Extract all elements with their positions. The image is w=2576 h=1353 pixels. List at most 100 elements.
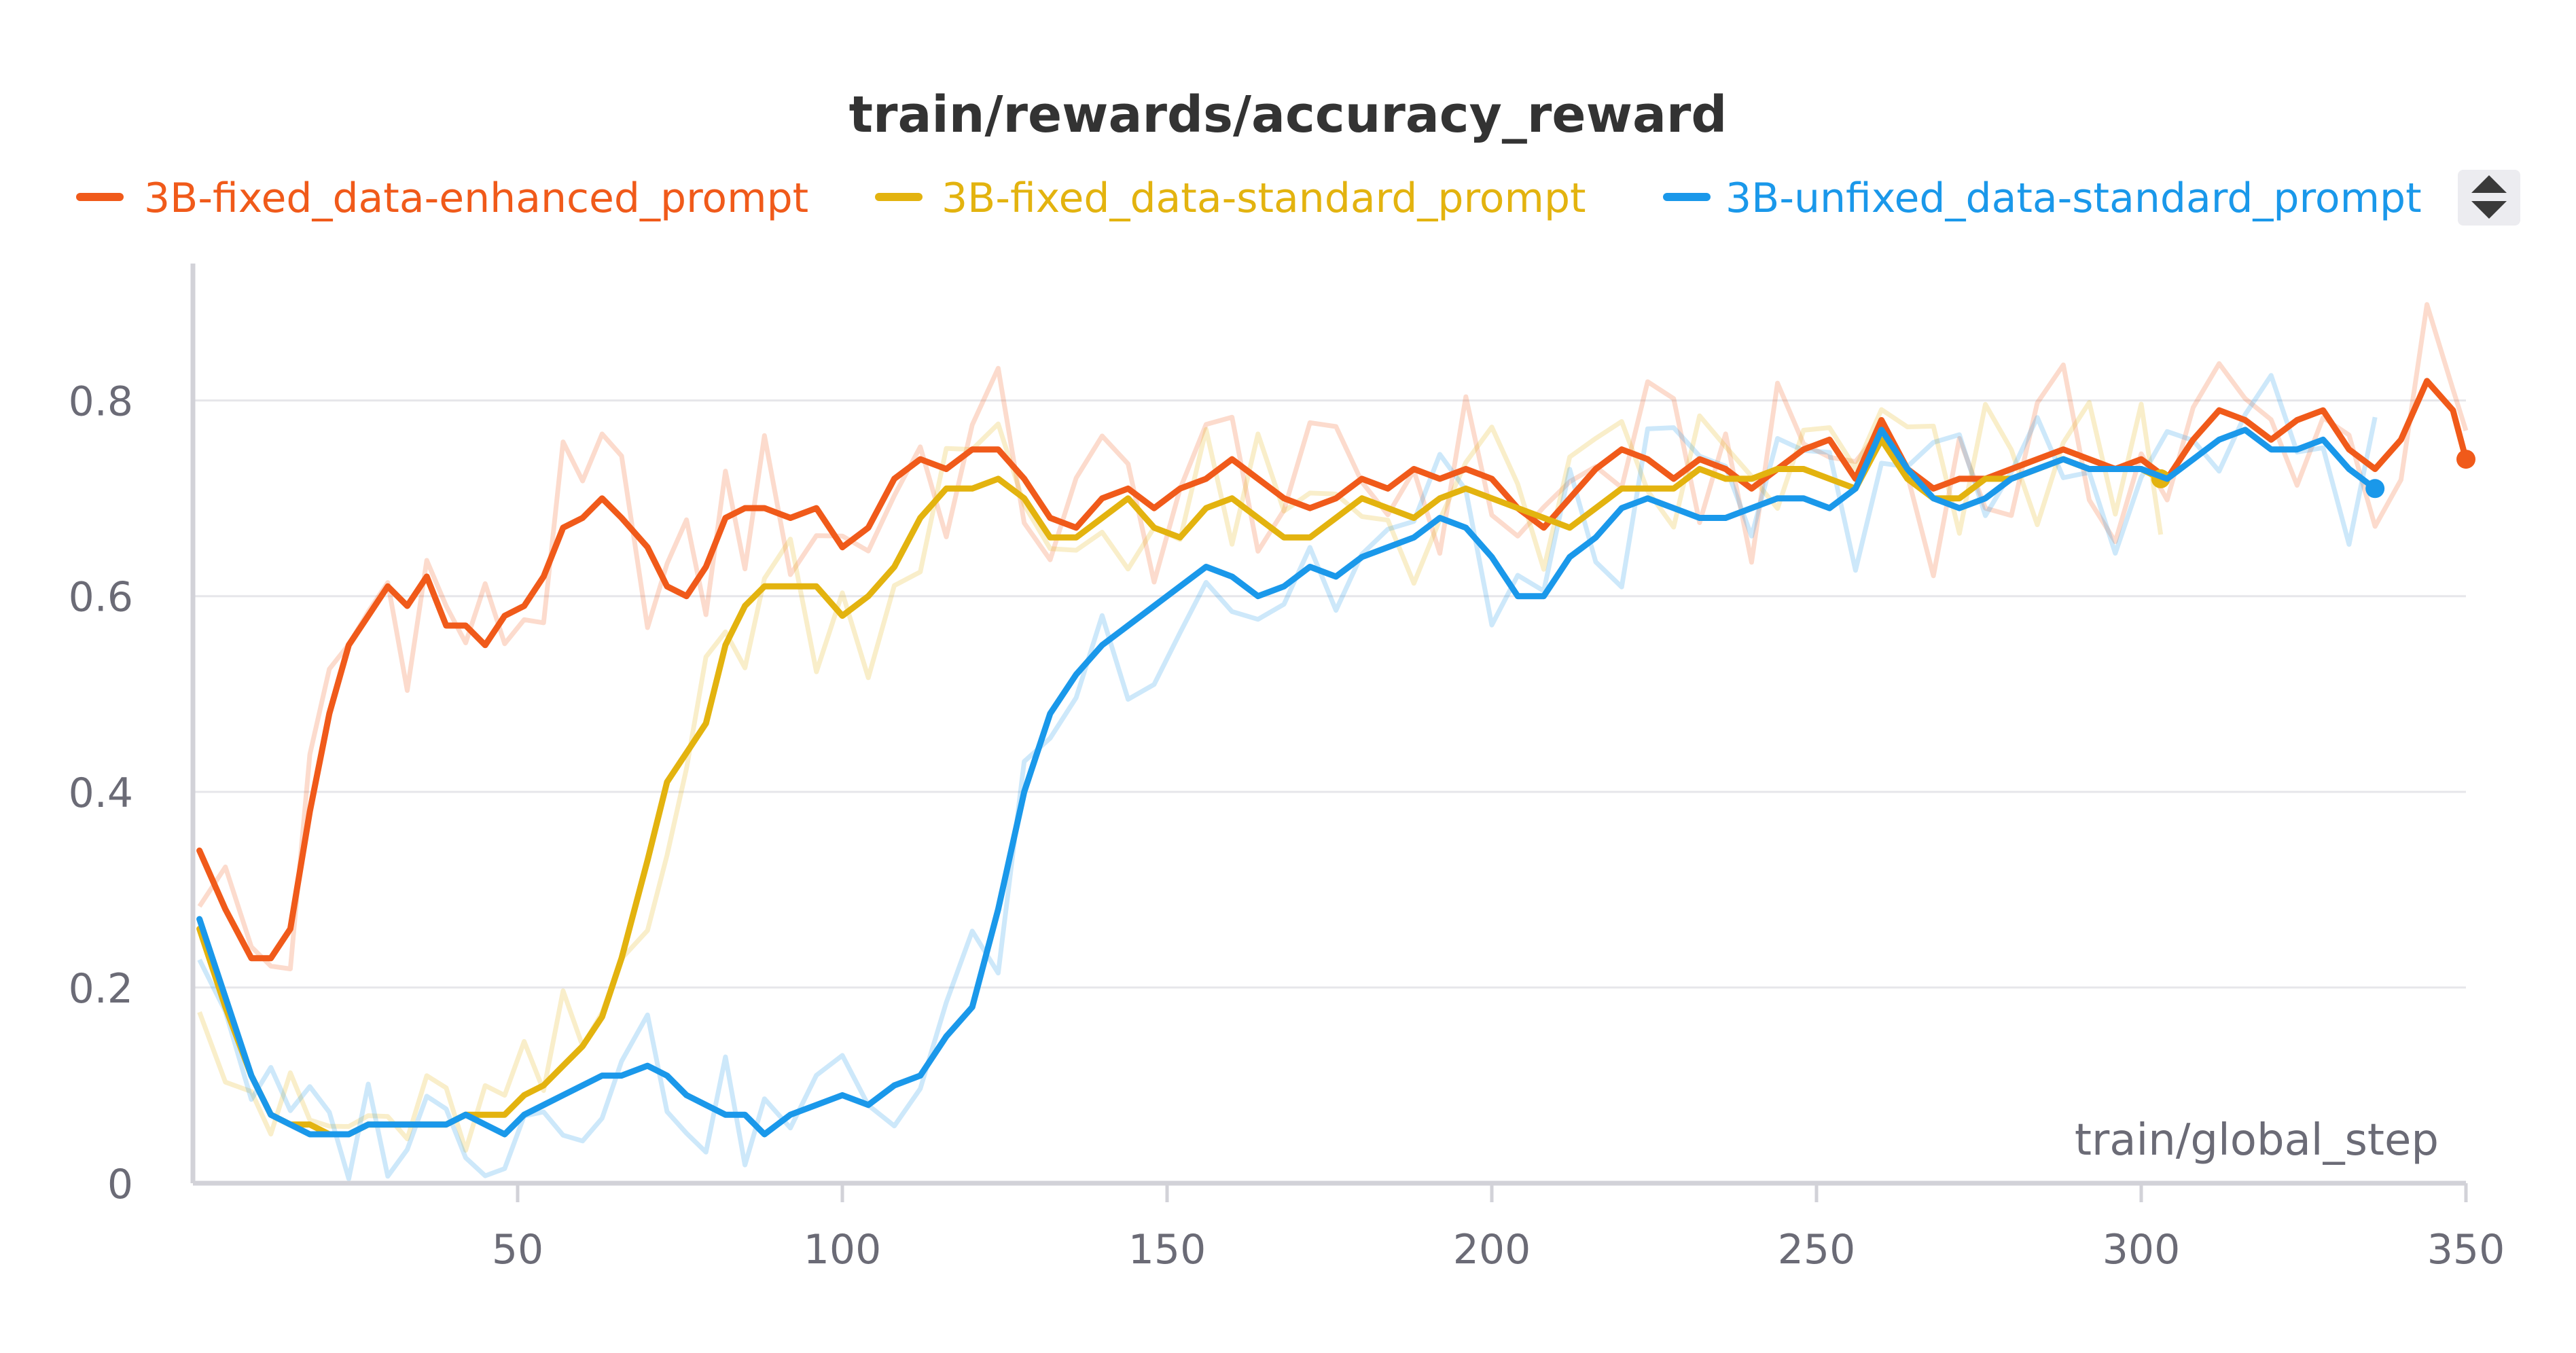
series-point [1490, 497, 1493, 500]
series-point [1439, 477, 1441, 480]
series-point [1620, 448, 1623, 451]
series-point [1335, 497, 1338, 500]
series-point [1439, 517, 1441, 519]
series-point [1127, 497, 1130, 500]
series-point [971, 1006, 973, 1009]
series-point [1075, 536, 1077, 539]
series-point [1880, 419, 1883, 421]
series-point [250, 957, 253, 960]
series-point [1308, 566, 1311, 568]
series-point [1698, 458, 1701, 461]
series-point [582, 517, 584, 519]
series-point [1724, 477, 1727, 480]
series-point [1179, 487, 1181, 490]
series-point [406, 1123, 408, 1126]
series-point [289, 928, 291, 930]
series-point [2295, 419, 2298, 421]
series-point [1231, 458, 1234, 461]
series-point [815, 1104, 818, 1106]
x-axis-label: train/global_step [2075, 1115, 2439, 1166]
series-point [666, 1075, 668, 1077]
series-point [523, 1113, 526, 1116]
series-point [1257, 517, 1259, 519]
series-point [2452, 409, 2454, 412]
series-point [562, 526, 565, 529]
legend-item[interactable]: 3B-fixed_data-enhanced_prompt [76, 175, 808, 222]
series-point [2036, 458, 2039, 461]
series-point [1880, 429, 1883, 431]
legend-scroll-button[interactable] [2458, 170, 2520, 226]
series-point [484, 1113, 486, 1116]
series-point [1153, 605, 1156, 607]
series-point [1594, 507, 1597, 509]
series-point [1750, 507, 1753, 509]
series-point [704, 566, 707, 568]
series-point [2322, 409, 2325, 412]
series-point [1543, 517, 1545, 519]
series-point [1672, 477, 1675, 480]
series-point [2218, 409, 2221, 412]
series-point [763, 507, 766, 509]
series-line[interactable] [196, 436, 2164, 1138]
series-point [1854, 477, 1857, 480]
series-point [1828, 507, 1831, 509]
series-point [1049, 536, 1052, 539]
series-point [2244, 419, 2247, 421]
series-end-point[interactable] [2365, 479, 2385, 499]
series-point [328, 712, 331, 715]
series-point [1204, 507, 1207, 509]
series-point [542, 1084, 545, 1087]
series-point [666, 585, 668, 588]
series-end-point[interactable] [2456, 450, 2475, 469]
series-point [1958, 507, 1961, 509]
series-point [1465, 487, 1467, 490]
series-point [1308, 536, 1311, 539]
series-point [2010, 468, 2013, 470]
series-point [425, 1123, 428, 1126]
series-point [1101, 517, 1103, 519]
series-point [224, 908, 227, 911]
series-point [704, 1104, 707, 1106]
series-point [1465, 468, 1467, 470]
series-point [2244, 429, 2247, 431]
series-point [1179, 536, 1181, 539]
series-point [1543, 526, 1545, 529]
series-point [1698, 517, 1701, 519]
series-point [1620, 507, 1623, 509]
series-point [919, 458, 922, 461]
y-tick-label: 0.6 [69, 574, 133, 621]
legend-item[interactable]: 3B-fixed_data-standard_prompt [875, 175, 1586, 222]
series-point [1387, 507, 1389, 509]
series-point [1335, 575, 1338, 578]
series-point [2322, 438, 2325, 441]
series-point [945, 1035, 948, 1038]
series-layer [196, 302, 2475, 1181]
series-point [2140, 468, 2143, 470]
series-point [1204, 566, 1207, 568]
series-point [724, 517, 727, 519]
series-point [2348, 468, 2350, 470]
series-point [562, 1064, 565, 1067]
series-raw-line [197, 400, 2164, 1153]
series-point [387, 1123, 389, 1126]
series-point [919, 517, 922, 519]
series-point [1750, 477, 1753, 480]
legend-item[interactable]: 3B-unfixed_data-standard_prompt [1663, 175, 2422, 222]
series-point [308, 810, 311, 813]
series-point [1984, 497, 1987, 500]
series-point [1204, 477, 1207, 480]
series-point [1335, 517, 1338, 519]
series-point [328, 1133, 331, 1136]
series-point [1387, 546, 1389, 549]
series-point [1412, 468, 1415, 470]
series-point [685, 1094, 688, 1096]
series-point [601, 1015, 603, 1018]
series-point [789, 585, 791, 588]
series-point [945, 468, 948, 470]
series-point [666, 780, 668, 783]
series-point [893, 1084, 895, 1087]
series-point [1283, 536, 1285, 539]
series-point [523, 605, 526, 607]
series-point [1231, 497, 1234, 500]
series-point [503, 615, 506, 617]
